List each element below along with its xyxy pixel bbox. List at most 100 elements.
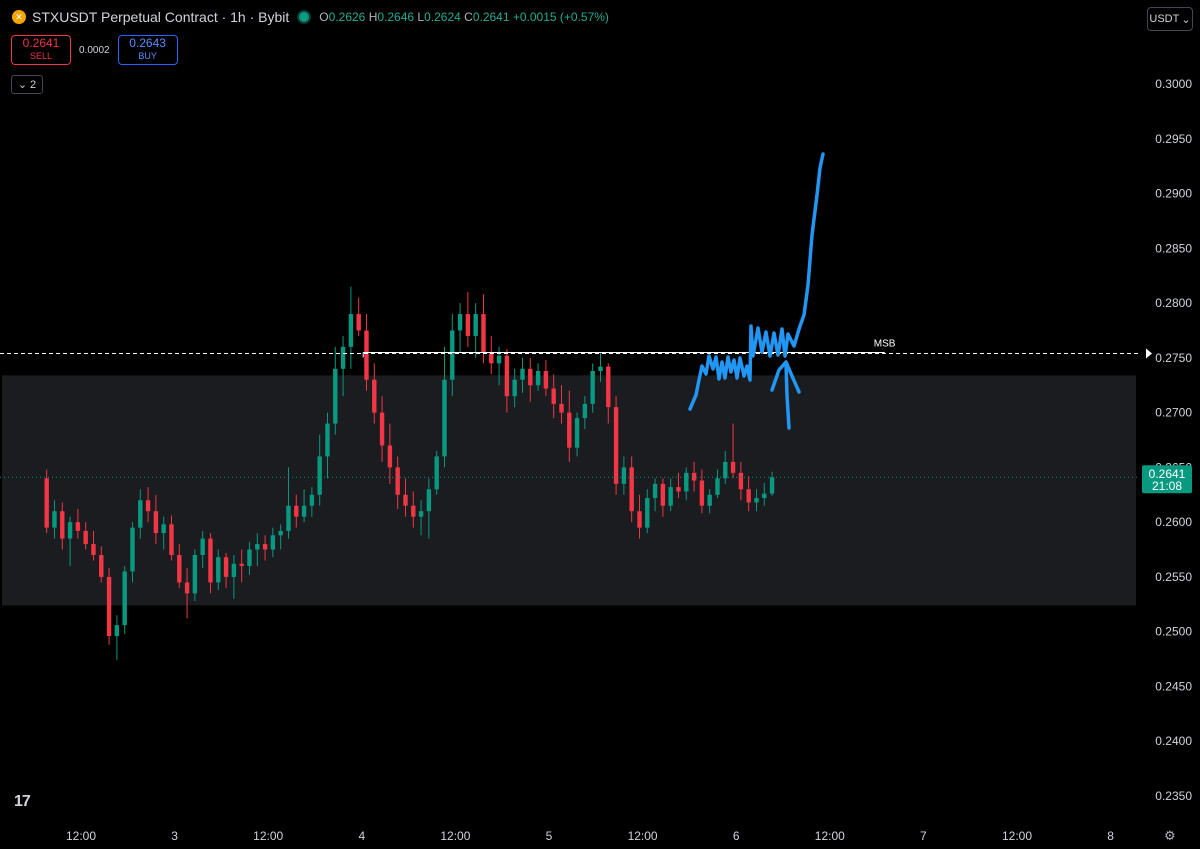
indicators-count: 2 (30, 78, 37, 91)
candle-body (512, 379, 517, 397)
candle-body (769, 477, 775, 494)
candle-body (91, 544, 96, 556)
candle-body (504, 355, 510, 397)
candle-body (44, 478, 49, 528)
projection-path (688, 152, 825, 411)
candle-body (348, 314, 354, 347)
sell-price: 0.2641 (22, 36, 60, 50)
ohlc-high-key: H (368, 10, 378, 24)
candle-body (473, 314, 478, 336)
candle-body (286, 505, 291, 531)
sell-label: SELL (29, 51, 53, 61)
candle-body (574, 418, 580, 448)
time-tick-label: 12:00 (628, 829, 658, 843)
projection-arrow-shaft (784, 363, 791, 430)
candle-body (200, 538, 205, 556)
candle-body (465, 314, 471, 336)
candle-body (270, 535, 276, 550)
candle-body (730, 461, 736, 473)
time-tick-label: 6 (733, 829, 740, 843)
candle-body (52, 511, 57, 528)
candle-body (161, 524, 166, 534)
time-axis[interactable]: 12:00 3 12:00 4 12:00 5 12:00 6 12:00 7 12:00 8 (66, 829, 1114, 843)
candle-body (426, 489, 432, 512)
candle-body (442, 379, 447, 457)
time-tick-label: 12:00 (1002, 829, 1032, 843)
candle-body (262, 544, 268, 550)
candle-body (83, 530, 88, 545)
candle-body (333, 368, 338, 424)
time-tick-label: 7 (920, 829, 927, 843)
candle-body (621, 467, 627, 484)
price-tick-label: 0.2350 (1155, 789, 1192, 803)
candle-body (223, 557, 229, 577)
candles-layer (44, 286, 775, 661)
candle-body (629, 467, 634, 512)
candle-body (216, 557, 221, 583)
price-tick-label: 0.2950 (1155, 132, 1192, 146)
candle-body (395, 467, 400, 495)
candle-body (301, 505, 307, 517)
candle-body (340, 346, 346, 369)
ohlc-open-key: O (319, 10, 329, 24)
candle-body (60, 511, 65, 539)
candle-body (99, 555, 104, 577)
buy-label: BUY (138, 51, 157, 61)
hand-drawn-projection (688, 152, 825, 430)
ohlc-low: 0.2624 (424, 10, 461, 24)
candle-body (169, 524, 174, 556)
candle-body (699, 480, 705, 506)
candle-body (481, 314, 486, 353)
candle-body (590, 370, 595, 404)
price-lines-layer: MSB (0, 338, 1138, 478)
time-tick-label: 12:00 (253, 829, 283, 843)
candle-body (535, 370, 541, 386)
candle-body (309, 494, 315, 506)
sell-button[interactable]: 0.2641 SELL (11, 35, 71, 65)
candle-body (489, 352, 494, 364)
price-tick-label: 0.2900 (1155, 187, 1192, 201)
buy-button[interactable]: 0.2643 BUY (117, 35, 178, 65)
candle-body (567, 412, 572, 448)
currency-select[interactable]: USDT ⌄ (1147, 7, 1193, 31)
market-open-dot-icon (299, 12, 310, 22)
candle-body (278, 530, 283, 536)
candle-body (418, 511, 424, 517)
candle-body (122, 571, 127, 626)
gear-icon[interactable]: ⚙ (1164, 828, 1176, 843)
candle-body (559, 403, 564, 413)
candle-body (114, 625, 120, 637)
candle-body (67, 522, 73, 539)
candle-body (130, 527, 135, 572)
candle-body (660, 483, 666, 506)
candle-body (325, 423, 330, 457)
candle-body (434, 456, 439, 490)
projection-arrowhead (770, 360, 801, 394)
candle-body (192, 555, 198, 594)
candle-body (153, 511, 159, 534)
price-tick-label: 0.2500 (1155, 625, 1192, 639)
time-tick-label: 4 (358, 829, 365, 843)
candle-body (723, 461, 728, 479)
symbol-title[interactable]: STXUSDT Perpetual Contract · 1h · Bybit (32, 9, 290, 25)
tradingview-logo-icon[interactable]: 17 (14, 793, 31, 810)
price-tick-label: 0.2800 (1155, 296, 1192, 310)
candle-body (668, 487, 673, 506)
candle-body (75, 522, 81, 531)
candle-body (684, 472, 689, 492)
price-axis[interactable]: 0.2350 0.2400 0.2450 0.2500 0.2550 0.2600 0.26… (1142, 77, 1192, 803)
ohlc-open: 0.2626 (328, 10, 366, 24)
chevron-down-icon: ⌄ (1181, 13, 1191, 26)
buy-price: 0.2643 (129, 36, 166, 50)
candle-body (707, 494, 712, 506)
time-tick-label: 5 (546, 829, 553, 843)
msb-label: MSB (874, 338, 896, 349)
indicators-toggle-button[interactable]: ⌄ 2 (11, 75, 43, 94)
bybit-logo-icon: ✕ (12, 10, 26, 24)
candle-body (247, 549, 252, 566)
candle-body (606, 366, 611, 408)
candle-body (239, 563, 244, 566)
time-tick-label: 8 (1107, 829, 1114, 843)
ohlc-close-key: C (464, 10, 473, 24)
